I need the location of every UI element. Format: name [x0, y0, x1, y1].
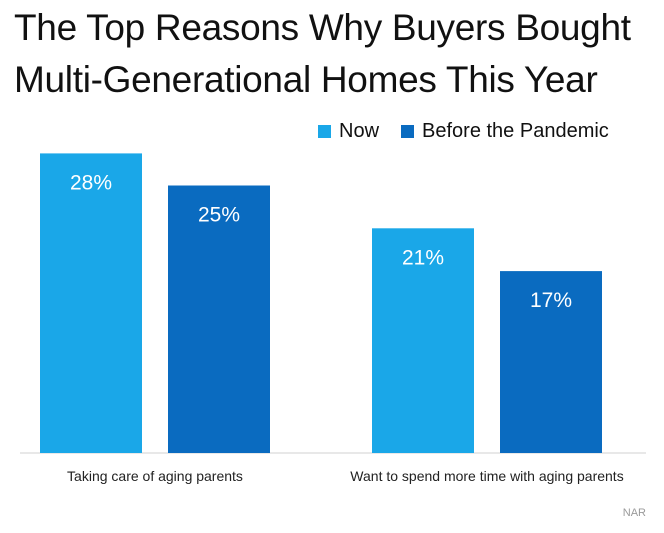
category-label-1: Want to spend more time with aging paren… [350, 468, 623, 484]
legend-item-now: Now [318, 120, 379, 143]
bar-now-1 [372, 228, 474, 453]
category-label-0: Taking care of aging parents [67, 468, 243, 484]
bar-before-0 [168, 185, 270, 453]
legend-label-before: Before the Pandemic [422, 120, 609, 142]
data-label-now-0: 28% [70, 171, 112, 194]
legend: Now Before the Pandemic [318, 120, 631, 143]
data-label-now-1: 21% [402, 246, 444, 269]
title-line-2: Multi-Generational Homes This Year [14, 59, 598, 100]
legend-item-before: Before the Pandemic [401, 120, 609, 143]
legend-swatch-now [318, 125, 331, 138]
source-label: NAR [622, 507, 646, 519]
title-line-1: The Top Reasons Why Buyers Bought [14, 7, 631, 48]
legend-swatch-before [401, 125, 415, 138]
data-label-before-0: 25% [198, 204, 240, 227]
bar-before-1 [500, 271, 602, 453]
legend-label-now: Now [339, 120, 380, 142]
data-label-before-1: 17% [530, 289, 572, 312]
chart-title: The Top Reasons Why Buyers Bought Multi-… [14, 2, 654, 106]
bar-now-0 [40, 153, 142, 453]
